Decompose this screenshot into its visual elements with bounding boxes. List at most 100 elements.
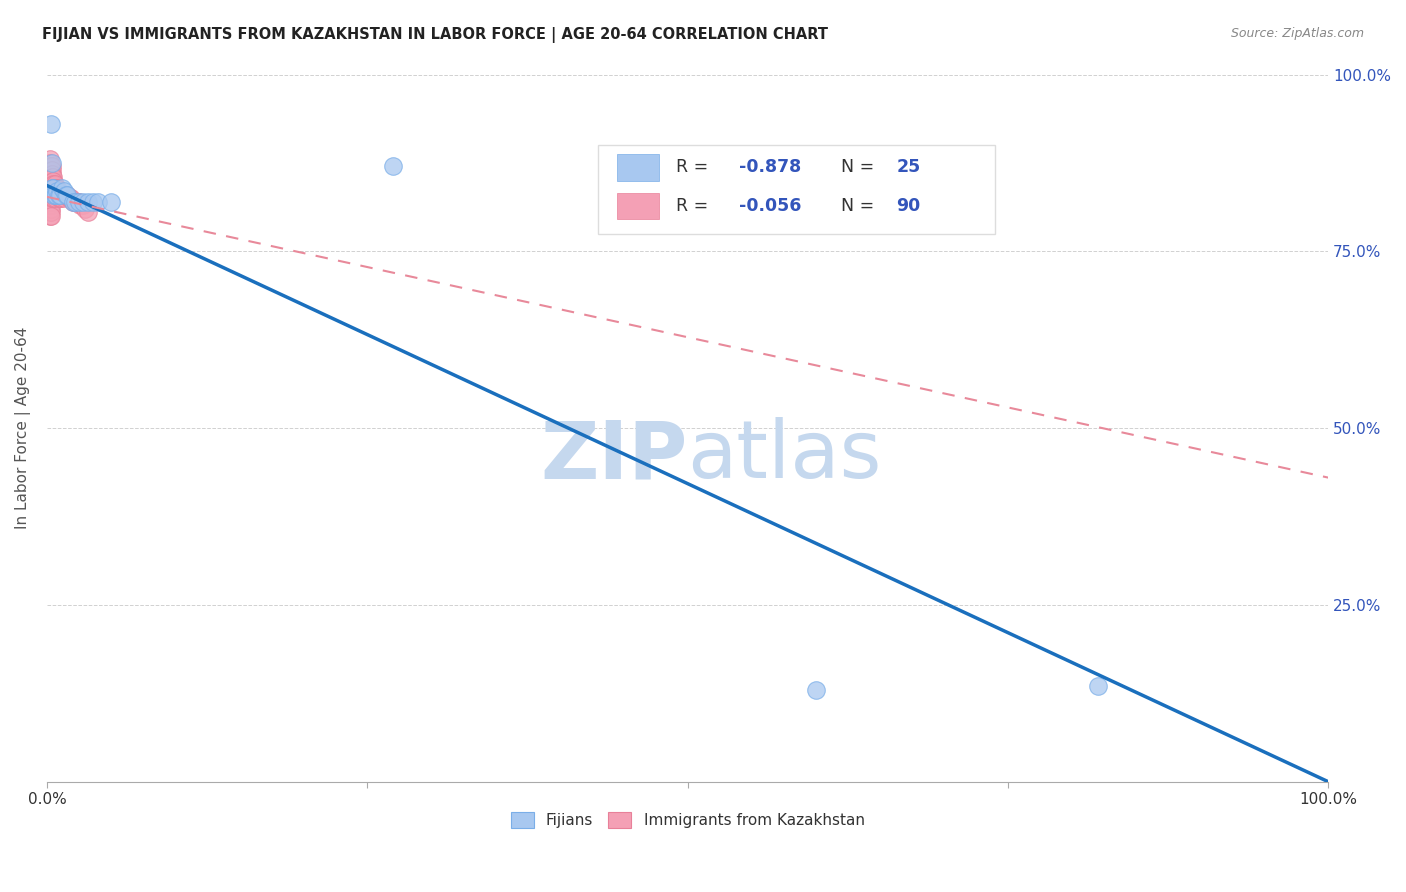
Point bbox=[63, 194, 86, 209]
FancyBboxPatch shape bbox=[598, 145, 995, 234]
Point bbox=[55, 187, 77, 202]
Text: FIJIAN VS IMMIGRANTS FROM KAZAKHSTAN IN LABOR FORCE | AGE 20-64 CORRELATION CHAR: FIJIAN VS IMMIGRANTS FROM KAZAKHSTAN IN … bbox=[42, 27, 828, 43]
Text: -0.878: -0.878 bbox=[738, 158, 801, 176]
Point bbox=[38, 169, 60, 184]
Point bbox=[44, 187, 66, 202]
Point bbox=[39, 187, 62, 202]
Text: Source: ZipAtlas.com: Source: ZipAtlas.com bbox=[1230, 27, 1364, 40]
Point bbox=[82, 194, 104, 209]
Text: 25: 25 bbox=[897, 158, 921, 176]
Point bbox=[45, 187, 67, 202]
Text: atlas: atlas bbox=[688, 417, 882, 495]
Point bbox=[48, 187, 70, 202]
Point bbox=[42, 173, 65, 187]
Point bbox=[63, 194, 86, 209]
Point bbox=[100, 194, 122, 209]
Point bbox=[44, 191, 66, 205]
Point bbox=[48, 187, 70, 202]
Point bbox=[39, 169, 62, 184]
Point bbox=[38, 191, 60, 205]
Point bbox=[49, 187, 72, 202]
Point bbox=[48, 191, 70, 205]
Point bbox=[72, 198, 94, 212]
Point bbox=[45, 180, 67, 194]
Text: ZIP: ZIP bbox=[540, 417, 688, 495]
Point bbox=[41, 184, 63, 198]
Point bbox=[38, 184, 60, 198]
Point bbox=[42, 177, 65, 191]
Point bbox=[38, 198, 60, 212]
Point bbox=[49, 191, 72, 205]
Point bbox=[42, 180, 65, 194]
Point bbox=[75, 202, 97, 216]
FancyBboxPatch shape bbox=[617, 193, 659, 219]
Point bbox=[77, 194, 100, 209]
Point bbox=[52, 184, 75, 198]
Point bbox=[38, 173, 60, 187]
Point bbox=[55, 187, 77, 202]
Point bbox=[49, 187, 72, 202]
Point bbox=[44, 180, 66, 194]
Legend: Fijians, Immigrants from Kazakhstan: Fijians, Immigrants from Kazakhstan bbox=[505, 805, 870, 834]
Point bbox=[38, 187, 60, 202]
Point bbox=[39, 160, 62, 174]
Point bbox=[41, 191, 63, 205]
Point bbox=[49, 187, 72, 202]
Point bbox=[62, 194, 84, 209]
Point bbox=[39, 117, 62, 131]
Point bbox=[69, 198, 91, 212]
Point bbox=[41, 169, 63, 184]
Point bbox=[53, 187, 76, 202]
Point bbox=[41, 163, 63, 178]
Point bbox=[49, 191, 72, 205]
Point bbox=[37, 167, 59, 181]
Point bbox=[56, 187, 79, 202]
Point bbox=[38, 153, 60, 167]
Point bbox=[52, 187, 75, 202]
Point bbox=[56, 187, 79, 202]
Point bbox=[38, 177, 60, 191]
Point bbox=[804, 682, 827, 697]
Point bbox=[39, 198, 62, 212]
Point bbox=[62, 194, 84, 209]
Point bbox=[38, 160, 60, 174]
Point bbox=[41, 160, 63, 174]
Point bbox=[381, 160, 404, 174]
Point bbox=[67, 194, 90, 209]
Text: R =: R = bbox=[676, 197, 709, 215]
Point bbox=[52, 191, 75, 205]
Point bbox=[46, 180, 69, 194]
Point bbox=[65, 194, 87, 209]
Point bbox=[44, 184, 66, 198]
Point bbox=[59, 191, 82, 205]
Point bbox=[38, 180, 60, 194]
Point bbox=[39, 209, 62, 223]
Point bbox=[46, 184, 69, 198]
Point bbox=[41, 187, 63, 202]
Text: -0.056: -0.056 bbox=[738, 197, 801, 215]
Text: 90: 90 bbox=[897, 197, 921, 215]
Point bbox=[42, 180, 65, 194]
Point bbox=[77, 205, 100, 219]
Point bbox=[41, 167, 63, 181]
Point bbox=[37, 173, 59, 187]
Text: N =: N = bbox=[841, 158, 875, 176]
Point bbox=[70, 198, 93, 212]
Point bbox=[41, 177, 63, 191]
Point bbox=[42, 169, 65, 184]
Point bbox=[39, 194, 62, 209]
Point bbox=[45, 187, 67, 202]
Point bbox=[42, 187, 65, 202]
Point bbox=[44, 177, 66, 191]
Point bbox=[38, 156, 60, 170]
FancyBboxPatch shape bbox=[617, 153, 659, 180]
Text: R =: R = bbox=[676, 158, 709, 176]
Point bbox=[38, 202, 60, 216]
Point bbox=[39, 191, 62, 205]
Point bbox=[44, 187, 66, 202]
Point bbox=[39, 177, 62, 191]
Point bbox=[51, 187, 73, 202]
Point bbox=[46, 187, 69, 202]
Point bbox=[87, 194, 110, 209]
Point bbox=[38, 167, 60, 181]
